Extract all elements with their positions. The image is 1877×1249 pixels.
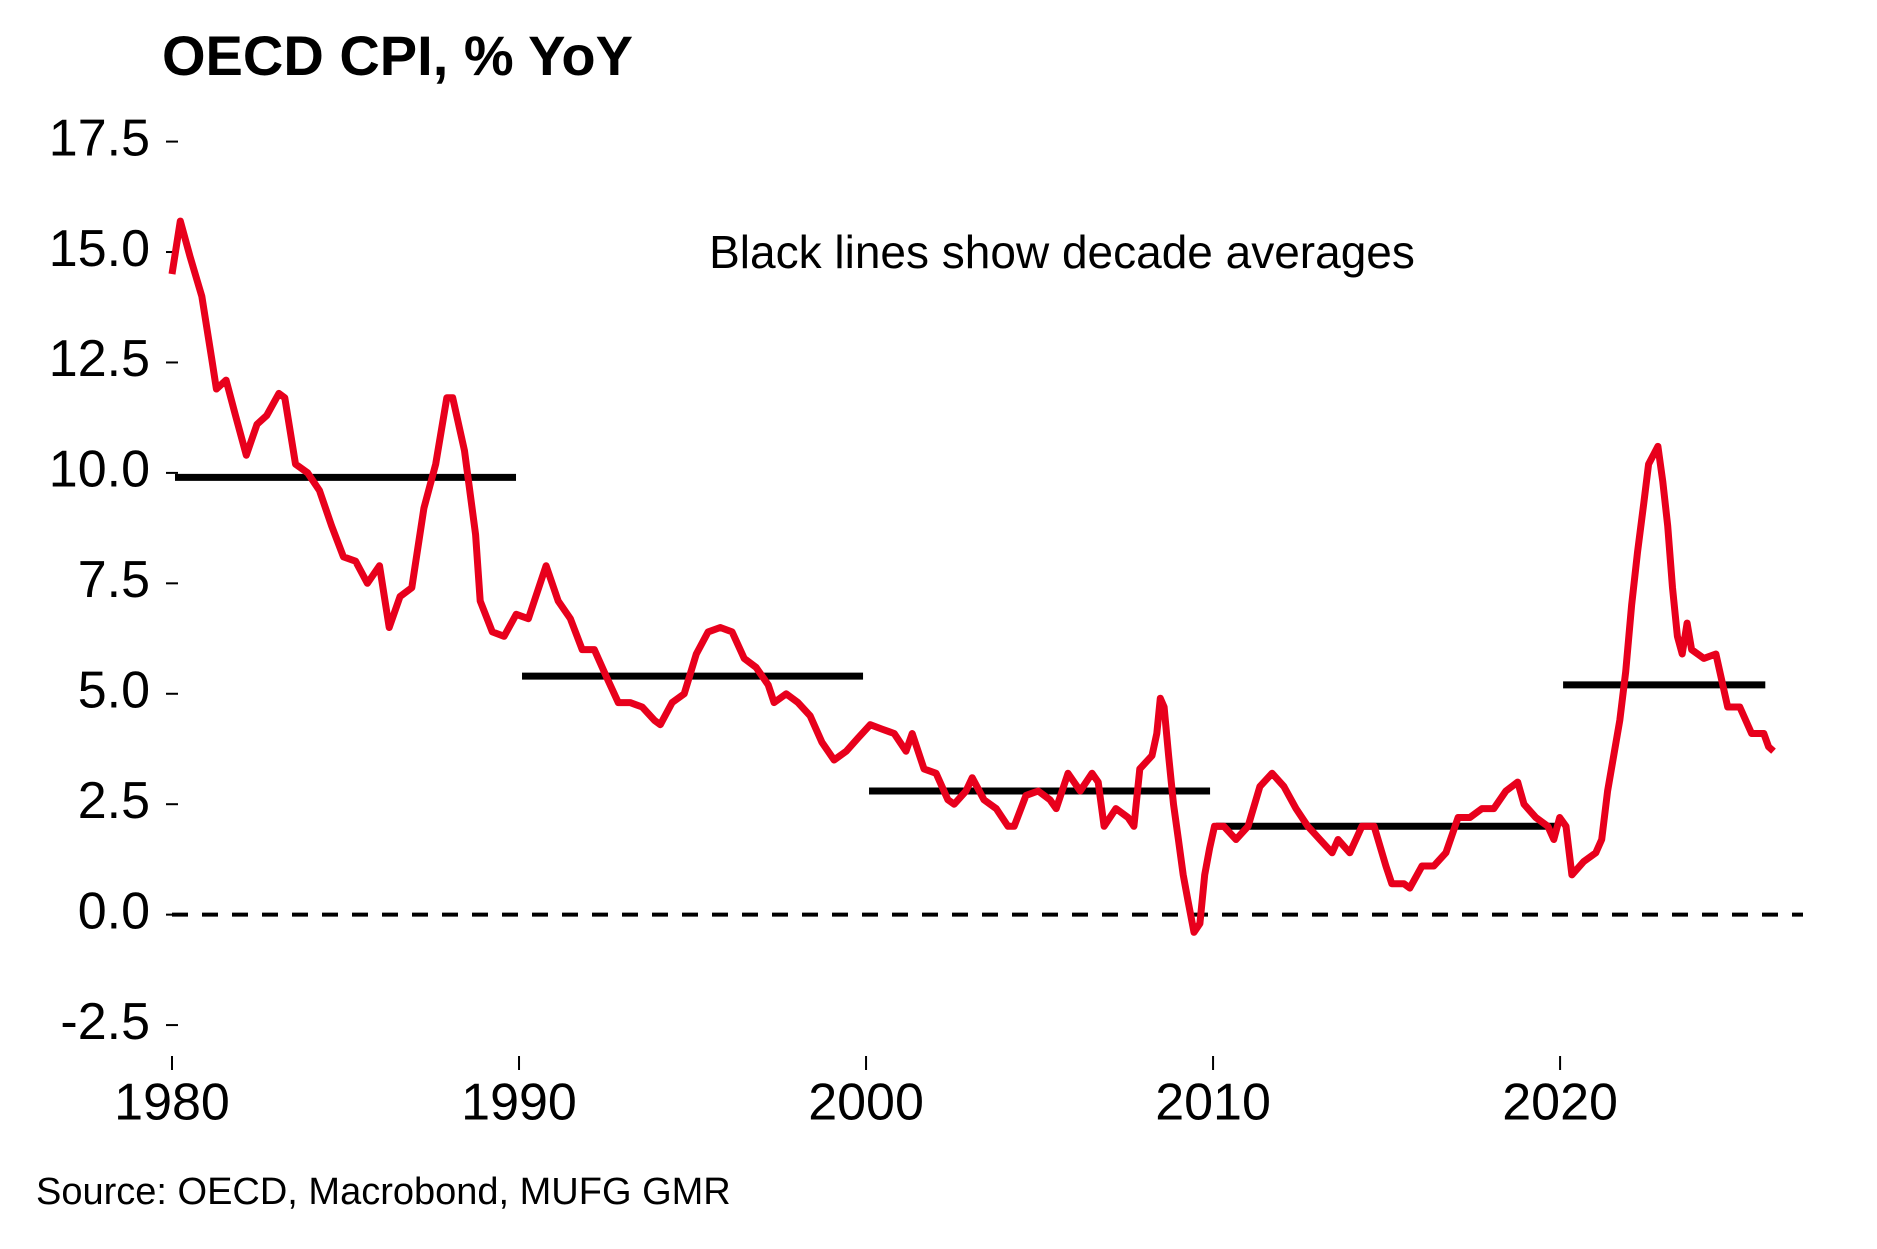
- x-tick-label: 2010: [1155, 1074, 1271, 1132]
- y-tick-label: 15.0: [49, 220, 150, 278]
- y-tick-label: 2.5: [78, 772, 150, 830]
- x-tick-label: 1980: [114, 1074, 230, 1132]
- source: Source: OECD, Macrobond, MUFG GMR: [36, 1171, 731, 1213]
- y-tick-label: 12.5: [49, 330, 150, 388]
- x-tick-label: 2020: [1502, 1074, 1618, 1132]
- y-tick-label: 7.5: [78, 551, 150, 609]
- chart-title: OECD CPI, % YoY: [162, 24, 633, 87]
- y-tick-label: -2.5: [60, 993, 150, 1051]
- annotation: Black lines show decade averages: [709, 226, 1415, 278]
- y-tick-label: 10.0: [49, 441, 150, 499]
- cpi-line: [168, 217, 1776, 936]
- y-tick-label: 5.0: [78, 662, 150, 720]
- x-tick-label: 1990: [461, 1074, 577, 1132]
- x-tick-label: 2000: [808, 1074, 924, 1132]
- y-tick-label: 17.5: [49, 109, 150, 167]
- y-tick-label: 0.0: [78, 882, 150, 940]
